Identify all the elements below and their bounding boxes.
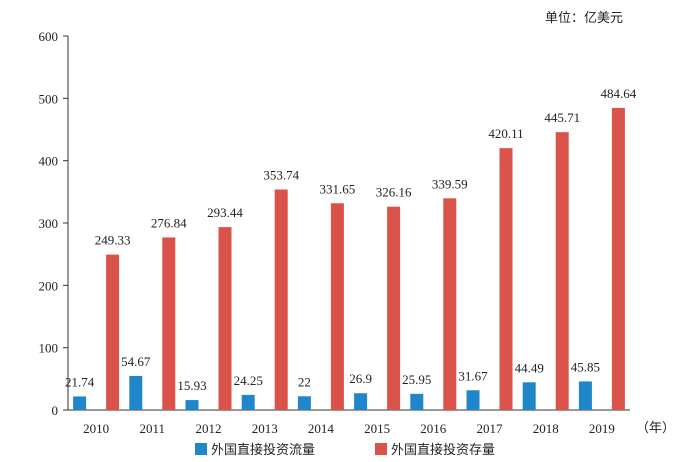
data-label-flow: 31.67 (458, 368, 488, 383)
x-tick-label: 2013 (252, 421, 278, 436)
bar-flow (354, 393, 368, 410)
data-label-stock: 249.33 (95, 233, 131, 248)
x-tick-label: 2012 (196, 421, 222, 436)
bar-stock (555, 132, 569, 410)
data-label-flow: 26.9 (349, 371, 372, 386)
y-tick-label: 0 (52, 403, 59, 418)
y-tick-label: 300 (39, 216, 59, 231)
data-label-flow: 22 (298, 374, 311, 389)
bar-stock (443, 198, 457, 410)
y-tick-label: 500 (39, 91, 59, 106)
x-tick-label: 2016 (420, 421, 447, 436)
data-label-stock: 445.71 (544, 110, 580, 125)
bar-flow (185, 400, 199, 410)
x-tick-label: 2019 (589, 421, 615, 436)
data-label-flow: 54.67 (121, 354, 151, 369)
x-tick-label: 2011 (140, 421, 166, 436)
x-tick-label: 2015 (364, 421, 390, 436)
bar-flow (578, 381, 592, 410)
y-tick-label: 200 (39, 278, 59, 293)
data-label-flow: 21.74 (65, 374, 95, 389)
bar-flow (410, 393, 424, 410)
legend-label-stock: 外国直接投资存量 (391, 442, 495, 458)
bar-stock (106, 254, 120, 410)
bar-flow (241, 394, 255, 410)
y-tick-label: 100 (39, 341, 59, 356)
x-tick-label: 2014 (308, 421, 335, 436)
legend-swatch-stock (375, 443, 387, 455)
bar-flow (522, 382, 536, 410)
legend-label-flow: 外国直接投资流量 (211, 442, 315, 458)
data-label-stock: 276.84 (151, 215, 187, 230)
y-tick-label: 600 (39, 29, 59, 44)
x-tick-label: 2017 (477, 421, 504, 436)
bar-flow (297, 396, 311, 410)
data-label-stock: 293.44 (207, 205, 243, 220)
y-tick-label: 400 (39, 154, 59, 169)
legend-swatch-flow (195, 443, 207, 455)
data-label-stock: 420.11 (488, 126, 523, 141)
x-tick-label: 2010 (83, 421, 109, 436)
bar-stock (330, 203, 344, 410)
legend: 外国直接投资流量 外国直接投资存量 (195, 442, 495, 458)
bar-flow (466, 390, 480, 410)
data-label-flow: 25.95 (402, 372, 431, 387)
data-labels: 21.74 249.33 54.67 276.84 15.93 293.44 24.25 35… (65, 86, 637, 393)
data-label-flow: 44.49 (515, 360, 544, 375)
bar-stock (499, 148, 513, 410)
data-label-stock: 331.65 (320, 181, 356, 196)
x-tick-label: 2018 (533, 421, 559, 436)
unit-label: 单位：亿美元 (545, 11, 623, 26)
bar-stock (274, 189, 288, 410)
data-label-stock: 326.16 (376, 185, 412, 200)
bar-stock (387, 206, 401, 410)
x-axis-unit-label: （年） (636, 421, 675, 436)
bar-flow (129, 375, 143, 410)
data-label-stock: 484.64 (601, 86, 637, 101)
data-label-flow: 15.93 (177, 378, 206, 393)
bar-flow (73, 396, 87, 410)
data-label-flow: 24.25 (234, 373, 263, 388)
bars (73, 107, 625, 411)
data-label-stock: 353.74 (263, 168, 299, 183)
bar-stock (162, 237, 176, 410)
data-label-flow: 45.85 (571, 359, 600, 374)
bar-stock (218, 227, 232, 410)
axes: 0 100 200 300 400 500 600 2010 2011 2012 2013 2014 2… (39, 29, 630, 436)
bar-stock (611, 107, 625, 411)
data-label-stock: 339.59 (432, 176, 468, 191)
